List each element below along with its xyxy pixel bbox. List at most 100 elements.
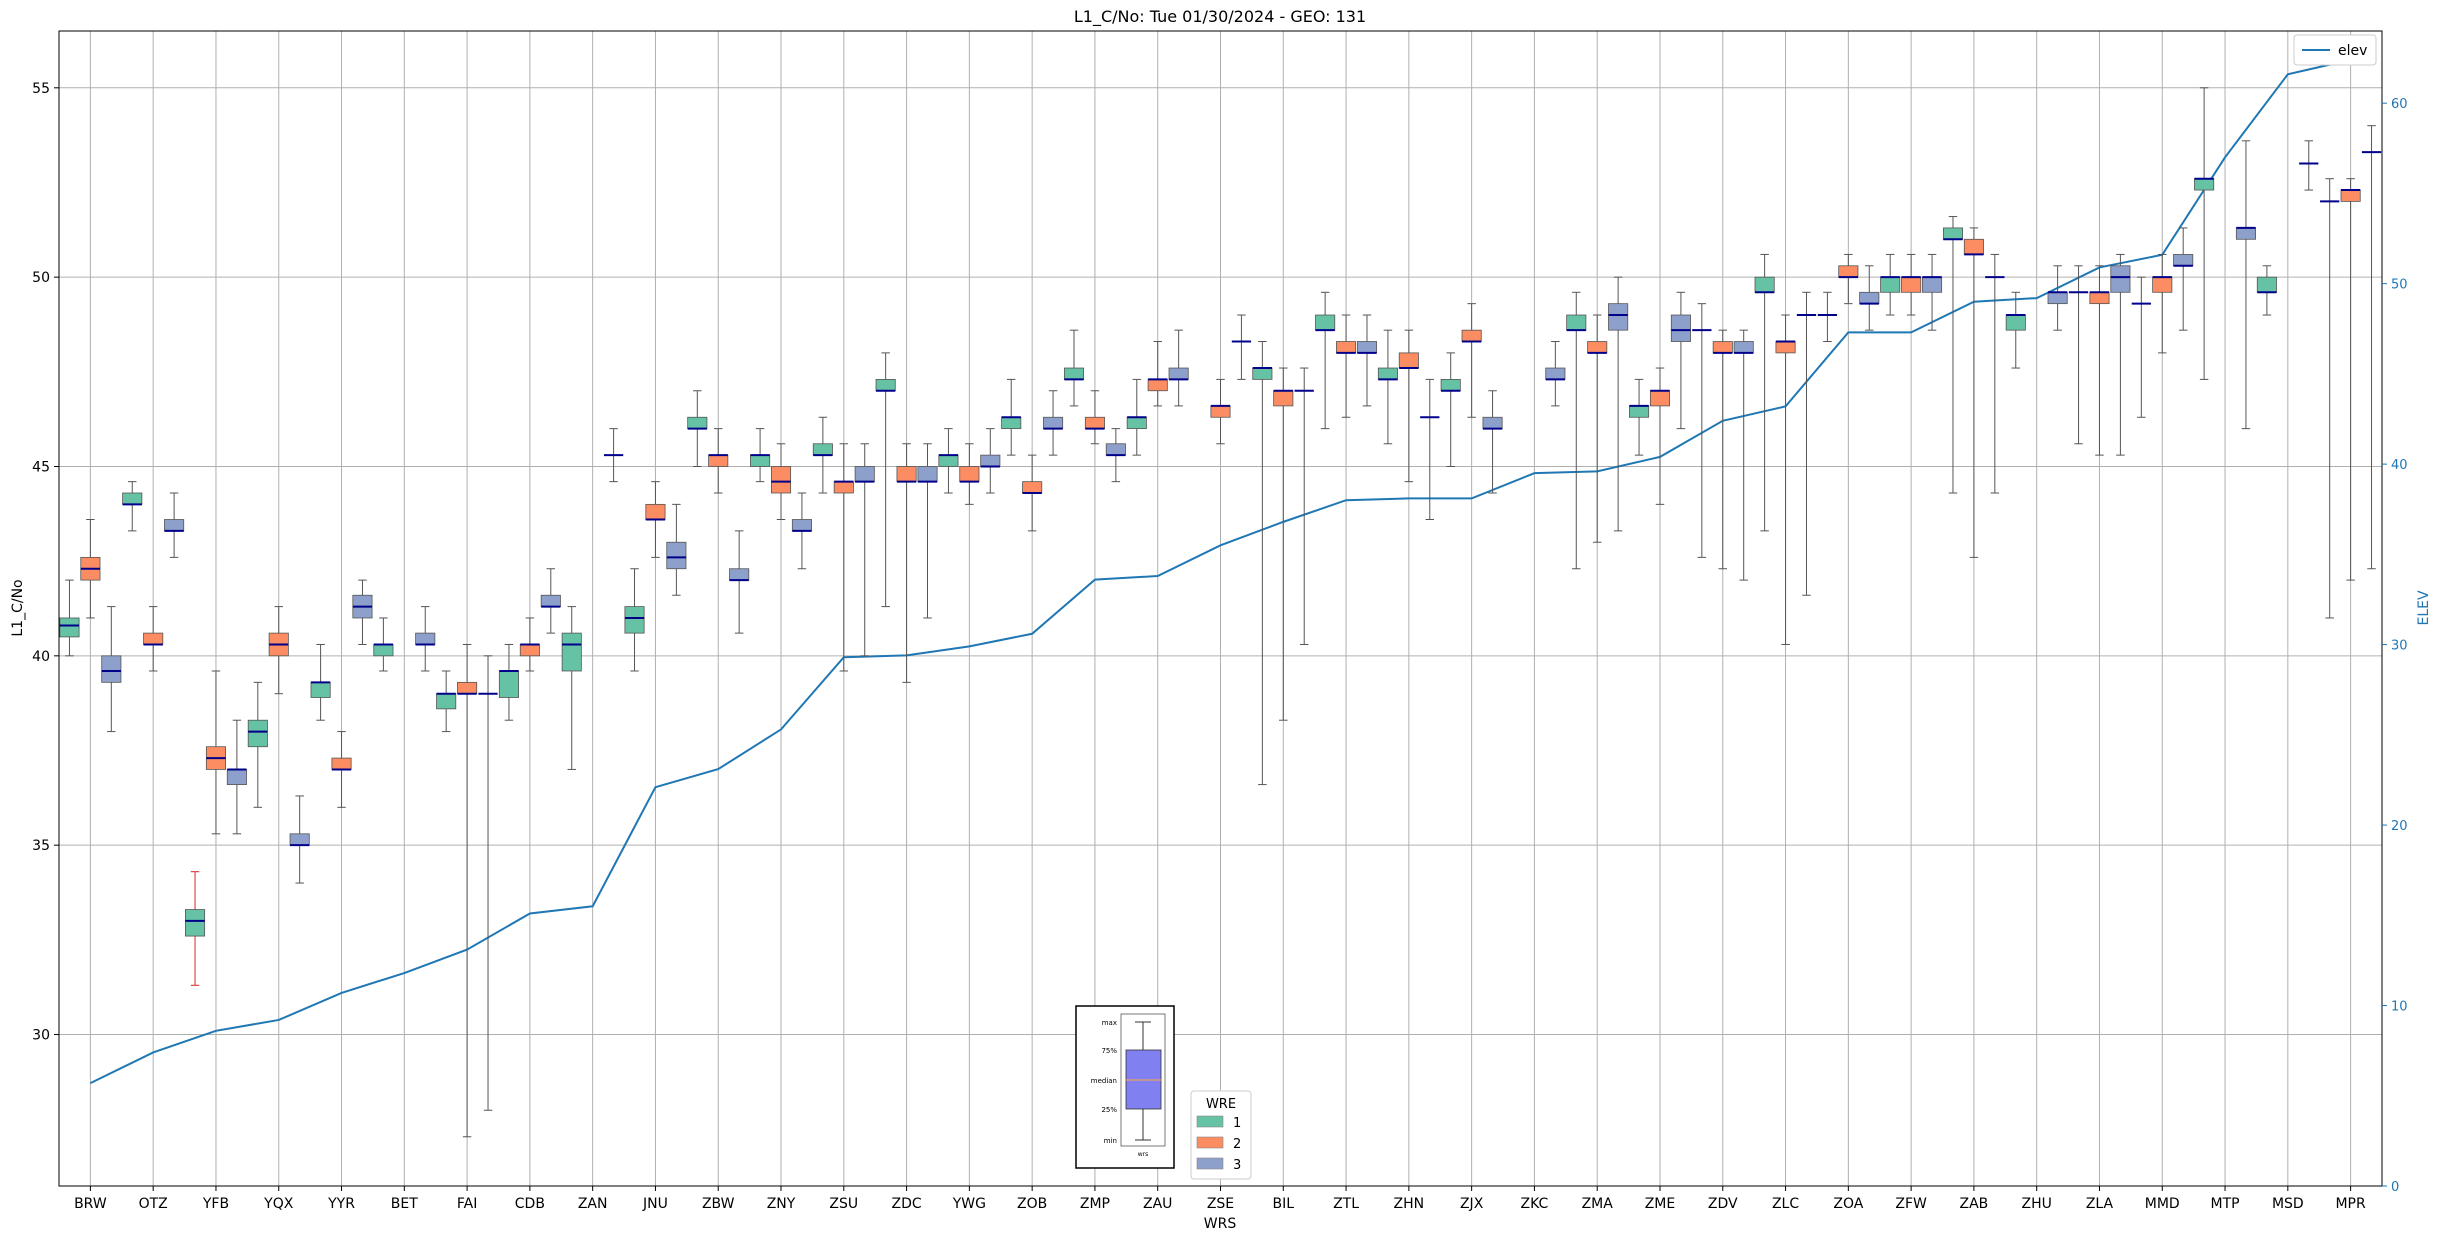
box-3-YWG: [980, 428, 1001, 494]
y-tick-label: 30: [32, 1028, 50, 1044]
box-2-ZMA: [1587, 314, 1608, 543]
box-body: [226, 769, 247, 785]
inset-xlabel: wrs: [1138, 1151, 1149, 1158]
box-body: [122, 492, 143, 505]
box-2-YFB: [205, 670, 226, 835]
box-3-ZMP: [1105, 428, 1126, 483]
box-body: [540, 594, 561, 608]
x-tick-label: ZMP: [1080, 1196, 1110, 1212]
box-body: [415, 632, 436, 645]
box-3-ZSE: [1231, 314, 1252, 380]
inset-label-q3: 75%: [1101, 1047, 1117, 1055]
x-tick-label: MSD: [2272, 1196, 2304, 1212]
box-body: [1356, 341, 1378, 354]
y2-tick-label: 10: [2391, 1000, 2408, 1015]
box-2-OTZ: [143, 606, 164, 672]
x-tick-label: ZAU: [1143, 1196, 1172, 1212]
box-body: [1398, 352, 1419, 369]
box-3-ZAN: [603, 428, 624, 483]
box-3-OTZ: [164, 492, 185, 558]
box-body: [1754, 276, 1775, 293]
box-body: [1566, 314, 1587, 331]
box-body: [1712, 341, 1733, 354]
box-body: [1043, 416, 1064, 430]
chart-title: L1_C/No: Tue 01/30/2024 - GEO: 131: [1074, 7, 1366, 27]
y2-axis-label: ELEV: [2416, 590, 2432, 625]
wre-legend-label-2: 2: [1233, 1137, 1241, 1152]
inset-label-max: max: [1102, 1019, 1117, 1027]
box-1-ZAB: [1942, 216, 1964, 494]
x-axis-label: WRS: [1204, 1216, 1237, 1232]
box-body: [666, 541, 687, 570]
box-body: [519, 644, 540, 657]
box-body: [1922, 276, 1943, 293]
x-tick-label: JNU: [642, 1196, 668, 1212]
box-body: [2256, 276, 2277, 293]
x-tick-label: ZHN: [1394, 1196, 1425, 1212]
box-1-ZME: [1629, 378, 1650, 456]
box-3-ZMA: [1608, 276, 1629, 532]
box-1-MTP: [2194, 87, 2215, 380]
box-1-MPR: [2320, 178, 2340, 619]
box-2-ZAU: [1147, 341, 1168, 407]
box-2-BIL: [1273, 367, 1294, 721]
box-2-ZOB: [1022, 454, 1043, 532]
box-1-ZBW: [687, 390, 708, 467]
x-tick-label: ZOB: [1017, 1196, 1047, 1212]
y-tick-label: 35: [32, 838, 50, 854]
box-1-ZAN: [561, 606, 582, 770]
x-tick-label: ZTL: [1333, 1196, 1359, 1212]
box-body: [143, 632, 164, 645]
y2-axis-ticks: 0 10 20 30 40 50 60: [2382, 97, 2408, 1195]
box-body: [289, 833, 310, 846]
box-body: [331, 757, 352, 770]
x-tick-label: ZDC: [892, 1196, 922, 1212]
box-1-ZLC: [1754, 253, 1775, 532]
box-1-ZOA: [1817, 291, 1838, 343]
box-body: [1001, 416, 1022, 430]
x-tick-label: ZOA: [1833, 1196, 1863, 1212]
box-body: [1440, 378, 1461, 392]
y-axis-label: L1_C/No: [10, 579, 26, 636]
box-3-ZAB: [1985, 253, 2005, 494]
box-3-CDB: [540, 568, 561, 634]
box-2-JNU: [645, 481, 666, 558]
box-3-ZHU: [2047, 265, 2068, 331]
box-body: [729, 568, 750, 581]
box-2-ZDC: [896, 443, 917, 683]
box-1-ZSU: [812, 416, 833, 494]
box-3-JNU: [666, 503, 687, 596]
box-3-ZOA: [1859, 265, 1880, 331]
box-body: [1963, 238, 1984, 255]
box-body: [770, 466, 792, 494]
x-tick-label: BET: [391, 1196, 418, 1212]
box-1-ZNY: [750, 428, 771, 483]
y2-tick-label: 30: [2391, 639, 2408, 654]
box-2-BRW: [80, 519, 101, 619]
box-2-MMD: [2152, 253, 2173, 354]
box-body: [1210, 405, 1231, 418]
box-body: [959, 466, 980, 483]
box-body: [1461, 329, 1482, 342]
y-tick-label: 50: [32, 270, 50, 286]
box-3-YQX: [289, 795, 310, 884]
box-1-JNU: [624, 568, 645, 672]
box-3-MPR: [2361, 125, 2382, 570]
box-1-YWG: [938, 428, 959, 494]
box-body: [1775, 341, 1796, 354]
box-body: [1063, 367, 1085, 380]
box-1-ZHU: [2005, 291, 2026, 369]
box-3-YFB: [226, 719, 247, 835]
x-tick-label: ZDV: [1708, 1196, 1738, 1212]
box-1-ZTL: [1315, 291, 1336, 430]
box-body: [1273, 390, 1294, 407]
box-1-ZHN: [1377, 329, 1398, 445]
box-2-ZHN: [1398, 329, 1419, 483]
x-tick-label: ZNY: [767, 1196, 796, 1212]
box-1-ZFW: [1880, 253, 1901, 316]
wre-legend-frame: [1190, 1090, 1252, 1180]
wre-legend: WRE 1 2 3: [1190, 1090, 1252, 1180]
box-body: [1608, 303, 1629, 331]
x-tick-label: ZLC: [1772, 1196, 1799, 1212]
